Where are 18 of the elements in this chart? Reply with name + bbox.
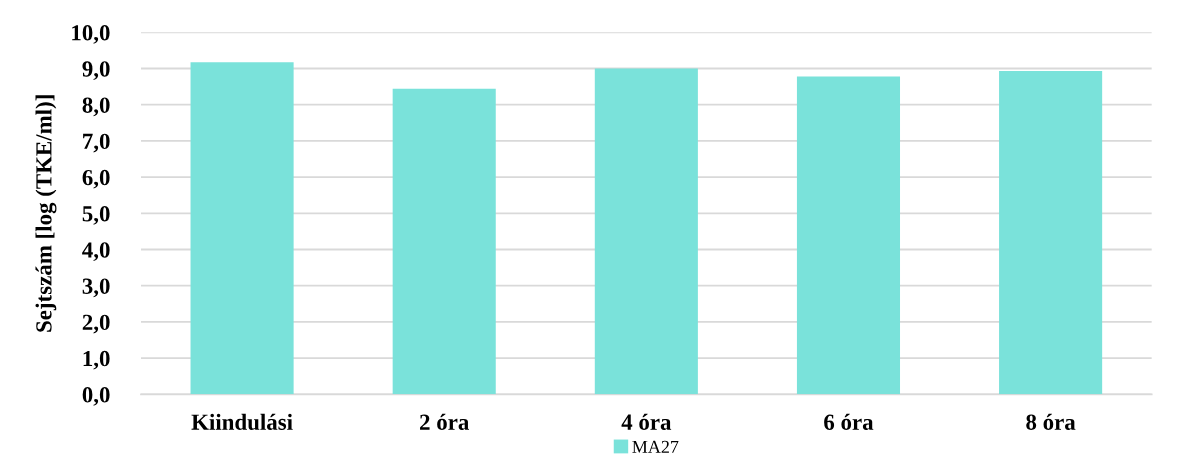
x-tick-label: Kiindulási (191, 413, 293, 430)
y-tick-label: 8,0 (82, 97, 110, 117)
y-tick-label: 1,0 (83, 350, 110, 370)
legend-label: MA27 (632, 440, 679, 453)
y-tick-label: 2,0 (82, 314, 110, 334)
y-tick-label: 10,0 (72, 25, 110, 44)
x-tick-label: 4 óra (621, 413, 672, 430)
x-tick-label: 8 óra (1026, 413, 1076, 430)
y-tick-label: 5,0 (82, 206, 110, 225)
x-tick-label: 2 óra (420, 413, 469, 430)
y-axis-title: Sejtszám [log (TKE/ml)] (35, 95, 57, 332)
y-tick-label: 7,0 (83, 133, 110, 153)
y-tick-label: 3,0 (82, 278, 110, 298)
y-tick-label: 9,0 (82, 61, 110, 81)
y-tick-label: 6,0 (82, 169, 110, 189)
y-tick-label: 4,0 (82, 242, 110, 262)
y-tick-label: 0,0 (82, 387, 110, 406)
x-tick-label: 6 óra (824, 413, 874, 430)
